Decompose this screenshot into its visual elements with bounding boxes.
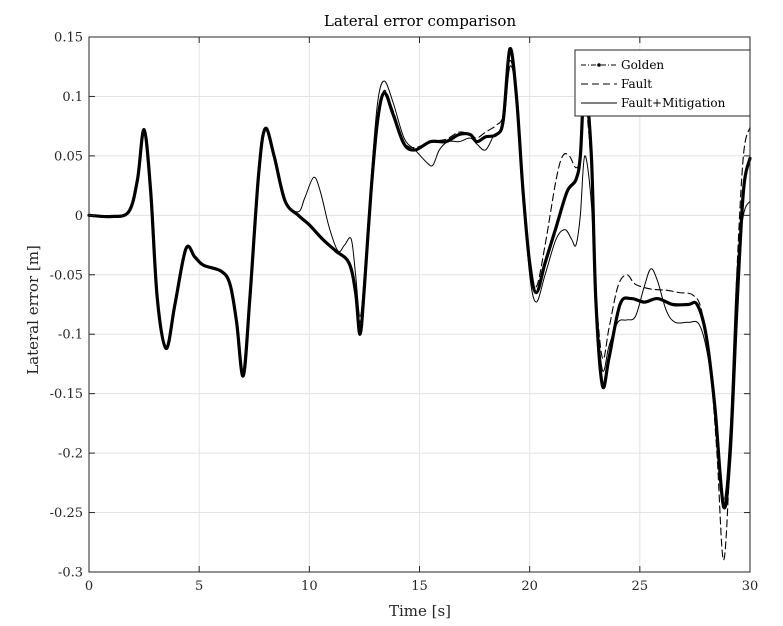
x-tick-label: 25 — [632, 579, 649, 594]
y-tick-label: -0.25 — [50, 506, 83, 521]
x-tick-label: 5 — [195, 579, 203, 594]
x-tick-label: 15 — [411, 579, 428, 594]
legend-label: Fault+Mitigation — [621, 96, 726, 110]
y-tick-label: -0.1 — [58, 328, 83, 343]
x-axis-label: Time [s] — [389, 602, 451, 620]
legend-label: Fault — [621, 77, 652, 91]
x-tick-label: 30 — [742, 579, 759, 594]
legend-label: Golden — [621, 58, 664, 72]
legend-box — [574, 49, 751, 117]
chart-title: Lateral error comparison — [324, 12, 517, 30]
x-tick-label: 20 — [521, 579, 538, 594]
y-tick-label: 0.15 — [54, 31, 83, 46]
legend: Golden Fault Fault+Mitigation — [574, 49, 751, 117]
y-tick-label: 0.1 — [62, 90, 83, 105]
series-line-golden — [87, 47, 752, 510]
y-tick-label: -0.15 — [50, 387, 83, 402]
y-tick-label: 0.05 — [54, 149, 83, 164]
y-tick-label: -0.3 — [58, 566, 83, 581]
series-layer — [87, 47, 752, 561]
x-tick-label: 10 — [301, 579, 318, 594]
y-axis-label: Lateral error [m] — [24, 245, 42, 375]
y-tick-label: -0.2 — [58, 447, 83, 462]
y-tick-label: 0 — [75, 209, 83, 224]
axis-ticks: 0 5 10 15 20 25 30 0.15 0.1 0.05 0 -0.05 -0.1 -0.15 -0… — [50, 31, 759, 595]
x-tick-label: 0 — [85, 579, 93, 594]
legend-marker — [597, 63, 601, 67]
y-tick-label: -0.05 — [50, 268, 83, 283]
